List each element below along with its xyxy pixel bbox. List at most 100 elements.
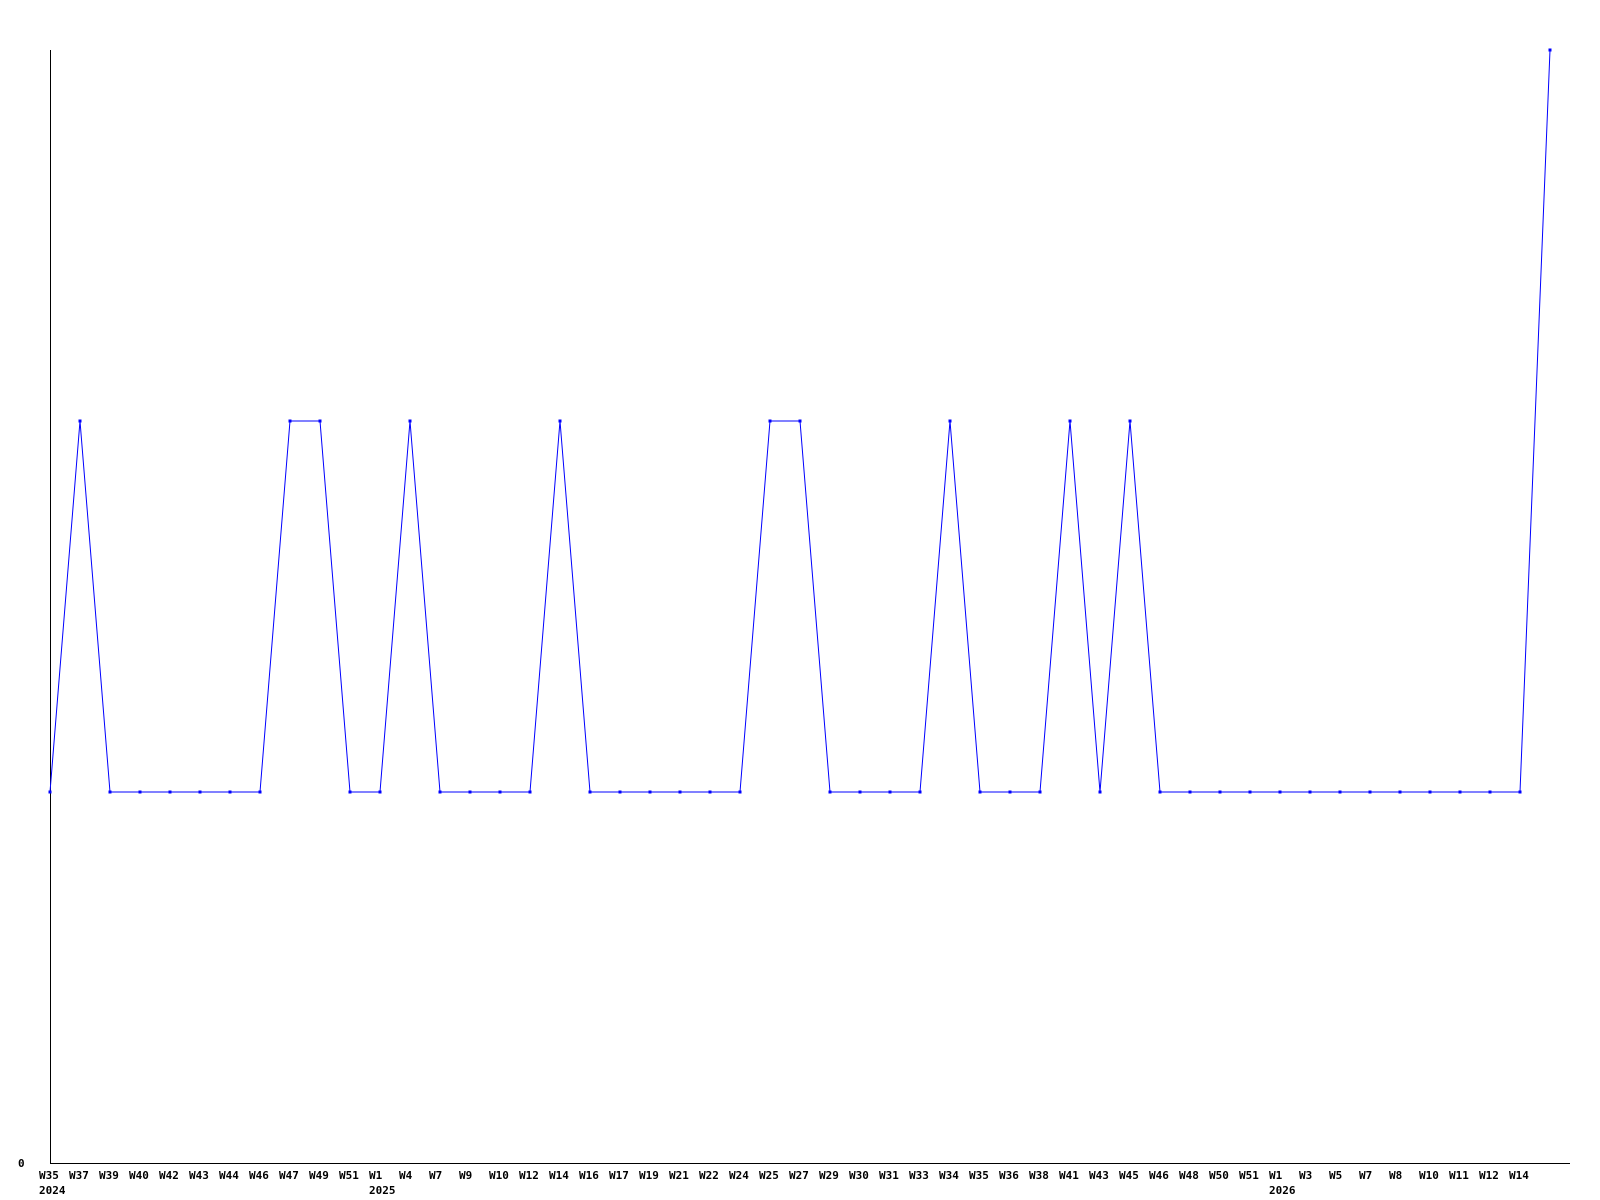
x-tick-label: W10: [1419, 1169, 1439, 1182]
x-tick-label: W38: [1029, 1169, 1049, 1182]
data-point: [918, 790, 922, 794]
data-point: [798, 419, 802, 423]
x-tick-label: W19: [639, 1169, 659, 1182]
x-tick-label: W9: [459, 1169, 472, 1182]
x-tick-label: W30: [849, 1169, 869, 1182]
data-point: [1068, 419, 1072, 423]
x-tick-label: W43: [189, 1169, 209, 1182]
x-tick-label: W7: [429, 1169, 442, 1182]
x-tick-label: W43: [1089, 1169, 1109, 1182]
data-point: [348, 790, 352, 794]
x-tick-label: W44: [219, 1169, 239, 1182]
x-tick-label: W41: [1059, 1169, 1079, 1182]
y-tick-label: 0: [18, 1157, 25, 1170]
x-tick-label: W35: [969, 1169, 989, 1182]
x-tick-label: W45: [1119, 1169, 1139, 1182]
x-tick-label: W46: [1149, 1169, 1169, 1182]
data-point: [1518, 790, 1522, 794]
data-point: [1128, 419, 1132, 423]
x-tick-label: W31: [879, 1169, 899, 1182]
x-tick-label: W46: [249, 1169, 269, 1182]
x-tick-label: W42: [159, 1169, 179, 1182]
data-point: [1548, 48, 1552, 52]
x-tick-label: W12: [519, 1169, 539, 1182]
data-point: [678, 790, 682, 794]
data-point: [198, 790, 202, 794]
data-point: [648, 790, 652, 794]
x-tick-label: W8: [1389, 1169, 1402, 1182]
data-point: [438, 790, 442, 794]
data-point: [1158, 790, 1162, 794]
x-tick-label: W22: [699, 1169, 719, 1182]
data-point: [558, 419, 562, 423]
x-tick-label: W21: [669, 1169, 689, 1182]
data-point: [738, 790, 742, 794]
data-point: [1278, 790, 1282, 794]
data-point: [978, 790, 982, 794]
year-label: 2026: [1269, 1184, 1296, 1197]
x-tick-label: W50: [1209, 1169, 1229, 1182]
data-point: [1428, 790, 1432, 794]
x-tick-label: W33: [909, 1169, 929, 1182]
data-point: [258, 790, 262, 794]
data-point: [1188, 790, 1192, 794]
data-point: [1398, 790, 1402, 794]
x-tick-label: W27: [789, 1169, 809, 1182]
data-point: [228, 790, 232, 794]
x-tick-label: W37: [69, 1169, 89, 1182]
data-point: [378, 790, 382, 794]
x-tick-label: W29: [819, 1169, 839, 1182]
data-point: [408, 419, 412, 423]
data-point: [168, 790, 172, 794]
x-tick-label: W25: [759, 1169, 779, 1182]
data-point: [828, 790, 832, 794]
x-tick-label: W39: [99, 1169, 119, 1182]
data-point: [78, 419, 82, 423]
x-tick-label: W16: [579, 1169, 599, 1182]
data-point: [108, 790, 112, 794]
data-point: [1488, 790, 1492, 794]
data-point: [768, 419, 772, 423]
x-tick-label: W40: [129, 1169, 149, 1182]
x-tick-label: W49: [309, 1169, 329, 1182]
data-point: [1098, 790, 1102, 794]
data-point: [1008, 790, 1012, 794]
x-tick-label: W36: [999, 1169, 1019, 1182]
data-point: [1248, 790, 1252, 794]
data-point: [318, 419, 322, 423]
data-point: [708, 790, 712, 794]
x-tick-label: W34: [939, 1169, 959, 1182]
x-tick-label: W51: [1239, 1169, 1259, 1182]
data-point: [1368, 790, 1372, 794]
x-tick-label: W24: [729, 1169, 749, 1182]
data-point: [498, 790, 502, 794]
x-tick-label: W51: [339, 1169, 359, 1182]
x-tick-label: W4: [399, 1169, 413, 1182]
data-point: [288, 419, 292, 423]
data-point: [1218, 790, 1222, 794]
x-tick-label: W12: [1479, 1169, 1499, 1182]
data-point: [138, 790, 142, 794]
x-tick-label: W11: [1449, 1169, 1469, 1182]
data-point: [468, 790, 472, 794]
data-point: [948, 419, 952, 423]
data-point: [1338, 790, 1342, 794]
x-tick-label: W14: [1509, 1169, 1529, 1182]
year-label: 2024: [39, 1184, 66, 1197]
data-point: [588, 790, 592, 794]
x-tick-label: W7: [1359, 1169, 1372, 1182]
data-point: [48, 790, 52, 794]
year-label: 2025: [369, 1184, 396, 1197]
data-point: [618, 790, 622, 794]
data-point: [528, 790, 532, 794]
data-point: [1458, 790, 1462, 794]
x-tick-label: W14: [549, 1169, 569, 1182]
data-point: [858, 790, 862, 794]
x-tick-label: W35: [39, 1169, 59, 1182]
x-tick-label: W48: [1179, 1169, 1199, 1182]
data-point: [888, 790, 892, 794]
x-tick-label: W5: [1329, 1169, 1342, 1182]
x-tick-label: W1: [369, 1169, 383, 1182]
x-tick-label: W10: [489, 1169, 509, 1182]
